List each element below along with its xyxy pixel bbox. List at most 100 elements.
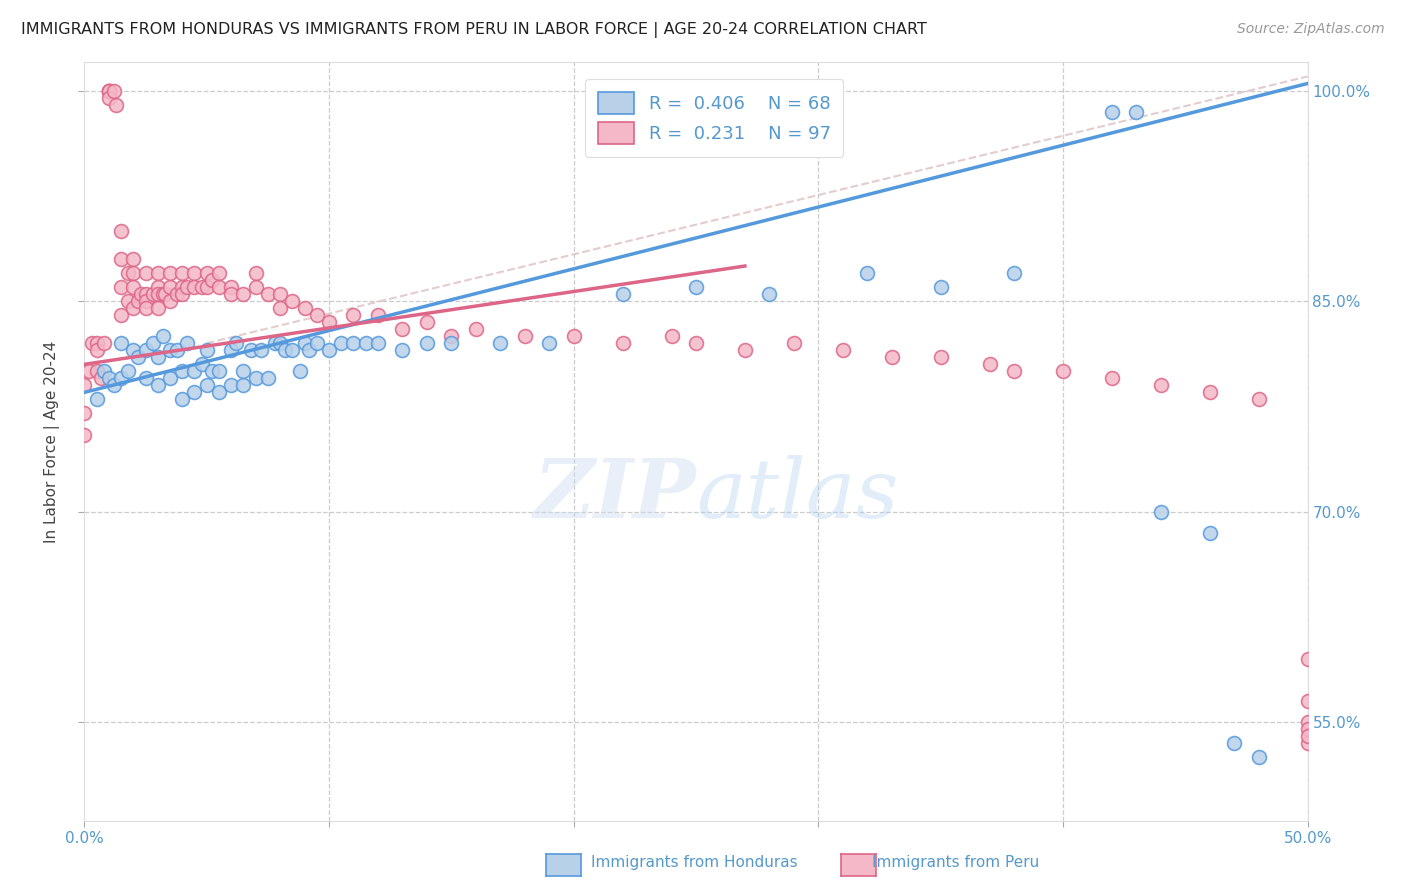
Point xyxy=(110,336,132,351)
Point xyxy=(135,266,157,280)
Point xyxy=(159,280,181,294)
Point xyxy=(758,287,780,301)
Point xyxy=(146,287,169,301)
Point xyxy=(103,378,125,392)
Point xyxy=(831,343,853,358)
Point xyxy=(152,329,174,343)
Point xyxy=(172,266,194,280)
Point xyxy=(86,392,108,407)
Point xyxy=(1223,736,1246,750)
Point xyxy=(183,266,205,280)
Point xyxy=(274,343,297,358)
Point xyxy=(269,287,291,301)
Point xyxy=(685,336,707,351)
Point xyxy=(1150,505,1173,519)
Point xyxy=(294,301,316,315)
Point xyxy=(86,343,108,358)
Point xyxy=(122,301,145,315)
Point xyxy=(146,301,169,315)
Point xyxy=(1247,392,1270,407)
Point xyxy=(929,280,952,294)
Point xyxy=(122,343,145,358)
Point xyxy=(97,90,120,104)
Point xyxy=(354,336,377,351)
Point xyxy=(416,315,439,329)
Point xyxy=(1125,104,1147,119)
Point xyxy=(117,294,139,309)
Text: atlas: atlas xyxy=(696,455,898,534)
Point xyxy=(245,266,267,280)
Point xyxy=(195,378,218,392)
Point xyxy=(367,336,389,351)
Y-axis label: In Labor Force | Age 20-24: In Labor Force | Age 20-24 xyxy=(44,341,60,542)
Point xyxy=(110,280,132,294)
Point xyxy=(166,343,188,358)
Point xyxy=(208,280,231,294)
Point xyxy=(1198,525,1220,540)
Point xyxy=(305,336,328,351)
Point xyxy=(219,378,242,392)
Point xyxy=(232,364,254,378)
Point xyxy=(367,308,389,322)
Point xyxy=(142,287,165,301)
Point xyxy=(734,343,756,358)
Point xyxy=(135,287,157,301)
Point xyxy=(97,83,120,97)
Point xyxy=(232,378,254,392)
Point xyxy=(880,351,903,365)
Point xyxy=(103,83,125,97)
Point xyxy=(195,266,218,280)
Point xyxy=(245,280,267,294)
Point xyxy=(562,329,585,343)
Point xyxy=(1296,694,1319,708)
Point xyxy=(122,280,145,294)
Point xyxy=(159,343,181,358)
Point xyxy=(281,294,304,309)
Point xyxy=(97,83,120,97)
Point xyxy=(86,364,108,378)
Point xyxy=(110,224,132,238)
Point xyxy=(208,385,231,400)
Point xyxy=(159,266,181,280)
Point xyxy=(166,287,188,301)
Point xyxy=(146,280,169,294)
Point xyxy=(117,364,139,378)
Point xyxy=(183,364,205,378)
Point xyxy=(318,315,340,329)
Point xyxy=(73,427,96,442)
Point xyxy=(1101,371,1123,385)
Legend: R =  0.406    N = 68, R =  0.231    N = 97: R = 0.406 N = 68, R = 0.231 N = 97 xyxy=(585,79,844,156)
Point xyxy=(1002,266,1025,280)
Point xyxy=(200,273,222,287)
Point xyxy=(172,287,194,301)
Point xyxy=(1296,730,1319,744)
Point xyxy=(929,351,952,365)
Text: IMMIGRANTS FROM HONDURAS VS IMMIGRANTS FROM PERU IN LABOR FORCE | AGE 20-24 CORR: IMMIGRANTS FROM HONDURAS VS IMMIGRANTS F… xyxy=(21,22,927,38)
Point xyxy=(73,378,96,392)
Point xyxy=(105,97,128,112)
Point xyxy=(127,294,149,309)
Point xyxy=(1150,378,1173,392)
Point xyxy=(146,351,169,365)
Point xyxy=(1002,364,1025,378)
Point xyxy=(1296,715,1319,730)
Point xyxy=(239,343,262,358)
Point xyxy=(93,364,115,378)
Text: Immigrants from Honduras: Immigrants from Honduras xyxy=(591,855,797,870)
Point xyxy=(219,280,242,294)
Point xyxy=(172,364,194,378)
Point xyxy=(1198,385,1220,400)
Point xyxy=(122,266,145,280)
Point xyxy=(183,280,205,294)
Point xyxy=(90,371,112,385)
Point xyxy=(97,83,120,97)
Point xyxy=(122,252,145,266)
Point xyxy=(110,308,132,322)
Point xyxy=(416,336,439,351)
Point xyxy=(294,336,316,351)
Text: Immigrants from Peru: Immigrants from Peru xyxy=(872,855,1039,870)
Point xyxy=(269,301,291,315)
Point xyxy=(172,280,194,294)
Point xyxy=(183,385,205,400)
Point xyxy=(1296,723,1319,737)
